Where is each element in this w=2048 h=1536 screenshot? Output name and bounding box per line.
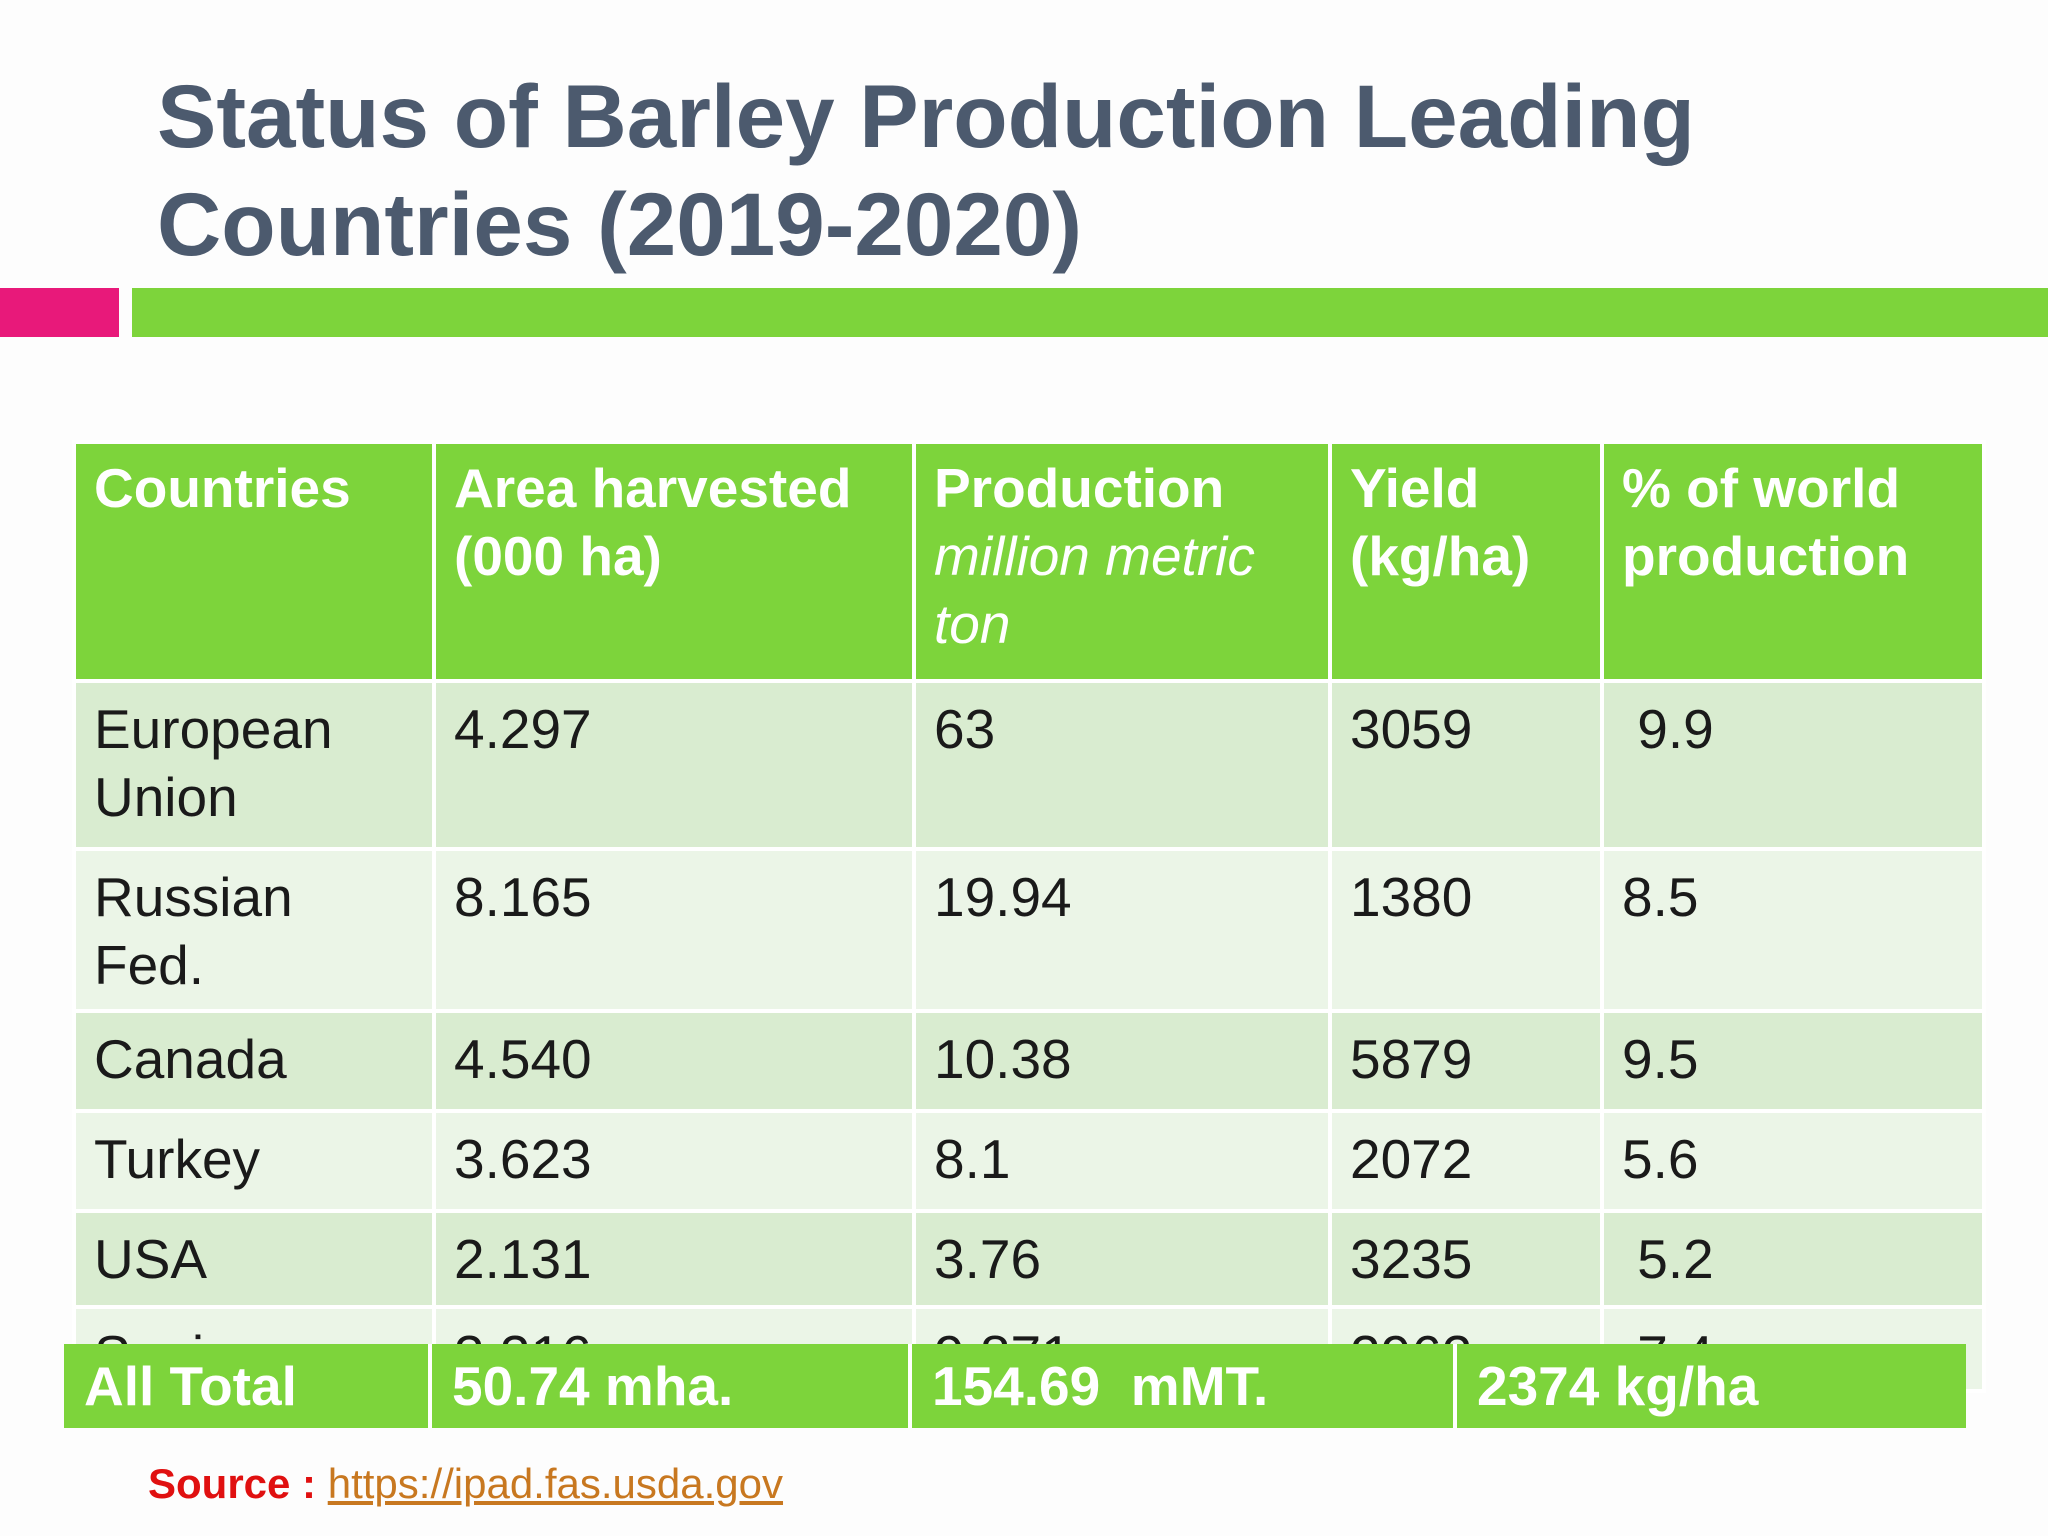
header-area: Area harvested (000 ha) — [432, 440, 916, 683]
header-yield-label: Yield — [1350, 457, 1480, 519]
header-yield-unit: (kg/ha) — [1350, 525, 1531, 587]
slide-title-line-1: Status of Barley Production Leading — [157, 66, 1695, 166]
table-row: USA 2.131 3.76 3235 5.2 — [72, 1209, 1986, 1309]
header-yield: Yield (kg/ha) — [1328, 440, 1604, 683]
cell-country: USA — [72, 1209, 436, 1309]
pink-accent-bar — [0, 288, 119, 337]
cell-country: Canada — [72, 1009, 436, 1113]
table-header-row: Countries Area harvested (000 ha) Produc… — [72, 440, 1986, 683]
slide-title: Status of Barley Production Leading Coun… — [157, 62, 1857, 278]
cell-area: 4.540 — [432, 1009, 916, 1113]
cell-world-share: 9.9 — [1600, 679, 1986, 851]
cell-world-share: 5.6 — [1600, 1109, 1986, 1213]
cell-country: Russian Fed. — [72, 847, 436, 1013]
cell-yield: 3235 — [1328, 1209, 1604, 1309]
country-name: Russian — [94, 866, 293, 928]
cell-area: 2.131 — [432, 1209, 916, 1309]
country-name-cont: Fed. — [94, 934, 205, 996]
total-production: 154.69 mMT. — [912, 1344, 1457, 1428]
table-row: European Union 4.297 63 3059 9.9 — [72, 679, 1986, 851]
header-production-unit-2: ton — [934, 593, 1011, 655]
header-production-unit-1: million metric — [934, 525, 1255, 587]
barley-production-table: Countries Area harvested (000 ha) Produc… — [72, 440, 1986, 1393]
source-label: Source : — [148, 1460, 328, 1507]
header-world-share-label-1: % of world — [1622, 457, 1901, 519]
cell-production: 3.76 — [912, 1209, 1332, 1309]
cell-world-share: 9.5 — [1600, 1009, 1986, 1113]
table-row: Canada 4.540 10.38 5879 9.5 — [72, 1009, 1986, 1113]
country-name: European — [94, 698, 333, 760]
source-citation: Source : https://ipad.fas.usda.gov — [148, 1456, 783, 1512]
total-yield: 2374 kg/ha — [1477, 1355, 1759, 1417]
cell-production: 19.94 — [912, 847, 1332, 1013]
total-label: All Total — [64, 1344, 432, 1428]
cell-yield: 5879 — [1328, 1009, 1604, 1113]
cell-yield: 2072 — [1328, 1109, 1604, 1213]
total-row: All Total 50.74 mha. 154.69 mMT. 2374 kg… — [64, 1344, 1966, 1428]
country-name-cont: Union — [94, 766, 238, 828]
table-row: Turkey 3.623 8.1 2072 5.6 — [72, 1109, 1986, 1213]
table-row: Russian Fed. 8.165 19.94 1380 8.5 — [72, 847, 1986, 1013]
cell-yield: 1380 — [1328, 847, 1604, 1013]
header-countries: Countries — [72, 440, 436, 683]
cell-yield: 3059 — [1328, 679, 1604, 851]
cell-area: 3.623 — [432, 1109, 916, 1213]
cell-area: 8.165 — [432, 847, 916, 1013]
cell-production: 8.1 — [912, 1109, 1332, 1213]
header-world-share-label-2: production — [1622, 525, 1910, 587]
header-area-label: Area harvested — [454, 457, 852, 519]
header-area-unit: (000 ha) — [454, 525, 662, 587]
header-production: Production million metric ton — [912, 440, 1332, 683]
cell-production: 10.38 — [912, 1009, 1332, 1113]
cell-area: 4.297 — [432, 679, 916, 851]
header-world-share: % of world production — [1600, 440, 1986, 683]
header-production-label: Production — [934, 457, 1225, 519]
cell-country: Turkey — [72, 1109, 436, 1213]
total-area: 50.74 mha. — [432, 1344, 912, 1428]
green-accent-bar — [132, 288, 2048, 337]
cell-world-share: 5.2 — [1600, 1209, 1986, 1309]
cell-production: 63 — [912, 679, 1332, 851]
cell-world-share: 8.5 — [1600, 847, 1986, 1013]
header-countries-label: Countries — [94, 457, 351, 519]
slide-title-line-2: Countries (2019-2020) — [157, 174, 1082, 274]
cell-country: European Union — [72, 679, 436, 851]
source-link[interactable]: https://ipad.fas.usda.gov — [327, 1460, 784, 1507]
